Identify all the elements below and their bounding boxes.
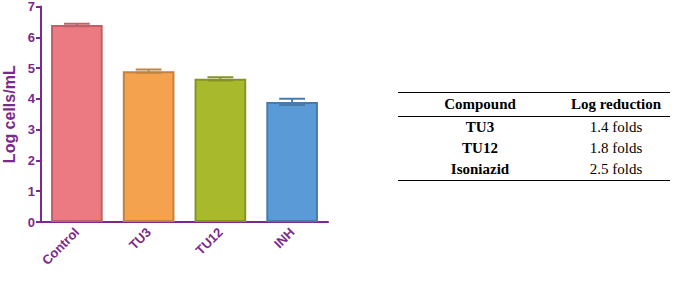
svg-text:3: 3: [28, 122, 35, 137]
svg-text:5: 5: [28, 61, 35, 76]
svg-text:TU12: TU12: [193, 225, 226, 258]
svg-text:1: 1: [28, 184, 35, 199]
html-text:TU12: TU12: [462, 140, 498, 156]
html-text:Isoniazid: Isoniazid: [450, 161, 510, 177]
html-text:1.4 folds: 1.4 folds: [589, 119, 643, 135]
svg-text:2: 2: [28, 153, 35, 168]
svg-text:0: 0: [28, 215, 35, 230]
svg-text:TU3: TU3: [126, 225, 154, 253]
svg-text:6: 6: [28, 30, 35, 45]
html-text:Compound: Compound: [444, 96, 516, 112]
html-text:TU3: TU3: [465, 119, 495, 135]
svg-text:7: 7: [28, 0, 35, 14]
svg-text:4: 4: [28, 91, 36, 106]
svg-text:Control: Control: [39, 225, 82, 268]
svg-text:INH: INH: [271, 225, 297, 251]
svg-text:Log cells/mL: Log cells/mL: [1, 65, 18, 163]
html-text:Log reduction: Log reduction: [570, 96, 662, 112]
html-text:1.8 folds: 1.8 folds: [589, 140, 643, 156]
html-text:2.5 folds: 2.5 folds: [589, 161, 643, 177]
